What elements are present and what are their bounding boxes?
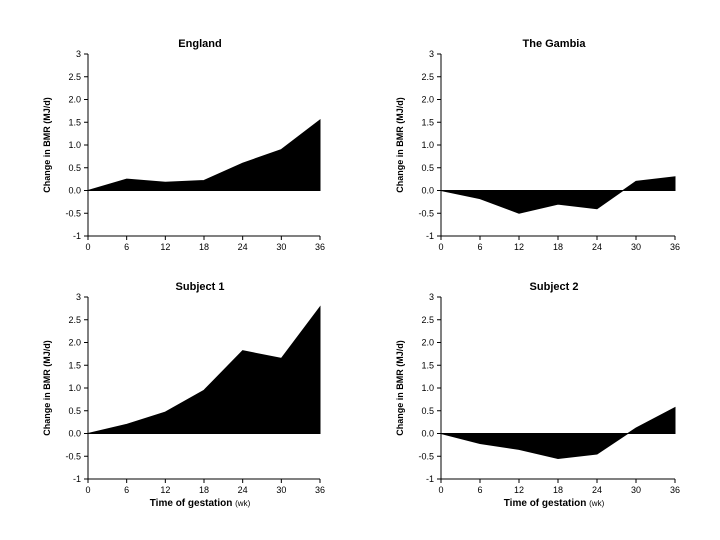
- area-series-3: [440, 406, 676, 460]
- x-tick-label: 30: [276, 485, 286, 495]
- y-tick-label: -0.5: [65, 208, 81, 218]
- x-tick-label: 36: [670, 485, 680, 495]
- area-series-0: [87, 118, 321, 191]
- y-tick-label: -1: [426, 474, 434, 484]
- area-series-1: [440, 176, 676, 214]
- x-tick-label: 36: [315, 242, 325, 252]
- y-tick-label: 2.0: [421, 95, 434, 105]
- y-tick-label: 1.0: [421, 383, 434, 393]
- x-tick-label: 30: [631, 242, 641, 252]
- panel-title: Subject 2: [530, 281, 579, 293]
- x-tick-label: 18: [199, 485, 209, 495]
- y-tick-label: 2.5: [68, 315, 81, 325]
- y-tick-label: 2.5: [421, 72, 434, 82]
- x-axis-label: Time of gestation (wk): [504, 498, 605, 509]
- x-tick-label: 6: [477, 485, 482, 495]
- y-tick-label: -1: [73, 231, 81, 241]
- y-tick-label: 1.5: [421, 117, 434, 127]
- x-tick-label: 6: [477, 242, 482, 252]
- y-tick-label: -0.5: [65, 451, 81, 461]
- x-tick-label: 30: [276, 242, 286, 252]
- y-tick-label: 2.5: [68, 72, 81, 82]
- y-tick-label: 3: [429, 49, 434, 59]
- y-tick-label: 3: [76, 49, 81, 59]
- y-tick-label: 2.0: [421, 338, 434, 348]
- panel-2: -1-0.50.00.51.01.52.02.530 6 12 18 24 30 36Sub…: [42, 281, 325, 509]
- y-tick-label: 0.0: [421, 186, 434, 196]
- x-axis-label: Time of gestation (wk): [150, 498, 251, 509]
- x-tick-label: 6: [124, 242, 129, 252]
- x-tick-label: 30: [631, 485, 641, 495]
- area-series-2: [87, 305, 321, 434]
- x-tick-label: 24: [238, 485, 248, 495]
- x-tick-label: 24: [592, 242, 602, 252]
- x-tick-label: 0: [438, 242, 443, 252]
- y-tick-label: 0.0: [421, 429, 434, 439]
- y-tick-label: 3: [429, 292, 434, 302]
- y-tick-label: 0.0: [68, 186, 81, 196]
- x-tick-label: 0: [85, 242, 90, 252]
- x-axis-unit: (wk): [235, 499, 250, 508]
- panel-1: -1-0.50.00.51.01.52.02.530 6 12 18 24 30 36The…: [395, 38, 680, 252]
- y-tick-label: 0.5: [68, 163, 81, 173]
- panel-3: -1-0.50.00.51.01.52.02.530 6 12 18 24 30 36Sub…: [395, 281, 680, 509]
- y-axis-label: Change in BMR (MJ/d): [395, 97, 405, 193]
- panel-title: The Gambia: [523, 38, 587, 50]
- y-tick-label: 0.0: [68, 429, 81, 439]
- y-axis-label: Change in BMR (MJ/d): [42, 340, 52, 436]
- x-tick-label: 12: [514, 485, 524, 495]
- x-tick-label: 12: [514, 242, 524, 252]
- x-tick-label: 0: [85, 485, 90, 495]
- x-axis-unit: (wk): [589, 499, 604, 508]
- y-tick-label: 1.0: [421, 140, 434, 150]
- x-tick-label: 18: [553, 485, 563, 495]
- y-tick-label: 1.0: [68, 140, 81, 150]
- panel-title: Subject 1: [176, 281, 225, 293]
- y-tick-label: 2.0: [68, 95, 81, 105]
- x-tick-label: 12: [160, 485, 170, 495]
- y-tick-label: 2.0: [68, 338, 81, 348]
- x-tick-label: 0: [438, 485, 443, 495]
- y-tick-label: -1: [73, 474, 81, 484]
- y-axis-label: Change in BMR (MJ/d): [395, 340, 405, 436]
- x-tick-label: 24: [592, 485, 602, 495]
- y-tick-label: -1: [426, 231, 434, 241]
- x-tick-label: 12: [160, 242, 170, 252]
- x-tick-label: 6: [124, 485, 129, 495]
- y-axis-label: Change in BMR (MJ/d): [42, 97, 52, 193]
- y-tick-label: 1.5: [68, 117, 81, 127]
- y-tick-label: 0.5: [421, 406, 434, 416]
- y-tick-label: 1.0: [68, 383, 81, 393]
- y-tick-label: 1.5: [68, 360, 81, 370]
- x-tick-label: 36: [315, 485, 325, 495]
- y-tick-label: -0.5: [418, 208, 434, 218]
- y-tick-label: 3: [76, 292, 81, 302]
- y-tick-label: 1.5: [421, 360, 434, 370]
- y-tick-label: -0.5: [418, 451, 434, 461]
- y-tick-label: 0.5: [68, 406, 81, 416]
- panel-title: England: [178, 38, 221, 50]
- x-tick-label: 24: [238, 242, 248, 252]
- y-tick-label: 2.5: [421, 315, 434, 325]
- panel-0: -1-0.50.00.51.01.52.02.530 6 12 18 24 30 36Eng…: [42, 38, 325, 252]
- x-tick-label: 18: [199, 242, 209, 252]
- y-tick-label: 0.5: [421, 163, 434, 173]
- x-tick-label: 36: [670, 242, 680, 252]
- x-tick-label: 18: [553, 242, 563, 252]
